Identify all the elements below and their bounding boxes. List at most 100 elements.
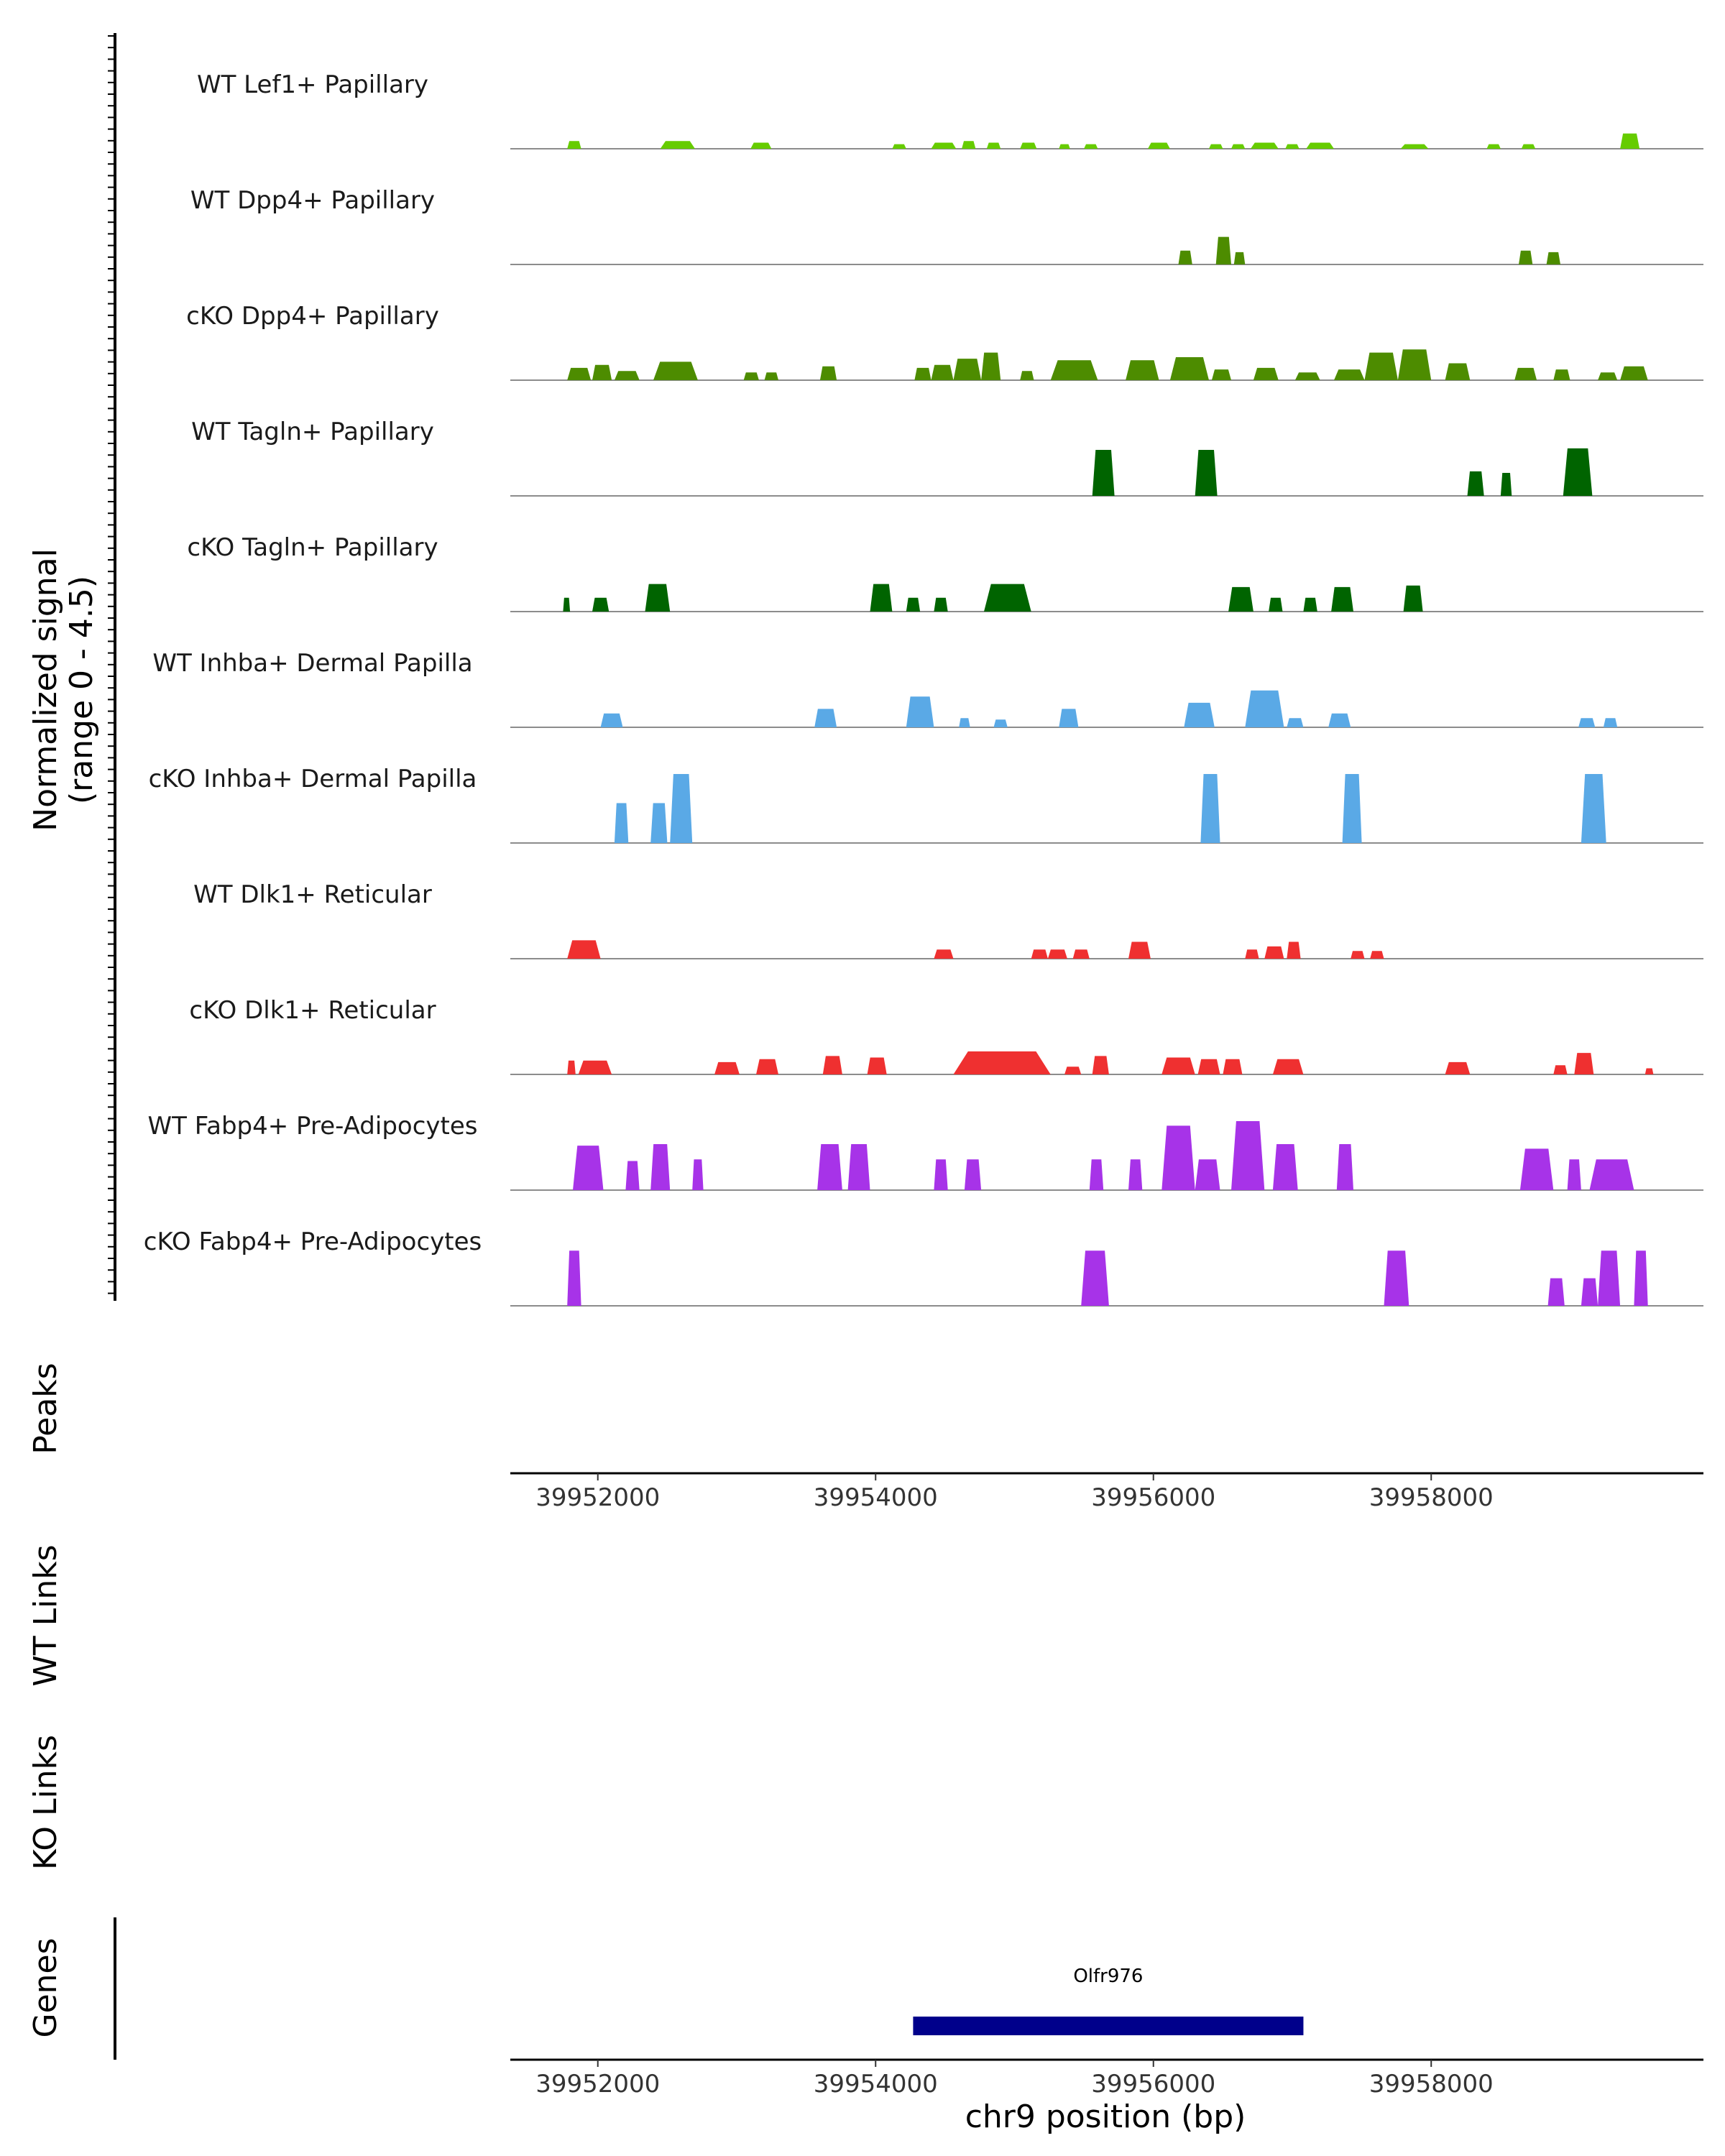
coverage-peak <box>650 1144 671 1190</box>
coverage-peak <box>670 774 693 843</box>
coverage-peak <box>1567 1159 1581 1190</box>
coverage-peak <box>750 142 772 149</box>
track-label-cko-tagln-papillary: cKO Tagln+ Papillary <box>187 533 438 562</box>
gene-label-olfr976: Olfr976 <box>1073 1966 1143 1987</box>
coverage-peak <box>906 696 934 727</box>
track-label-cko-fabp4-pre-adipocytes: cKO Fabp4+ Pre-Adipocytes <box>144 1227 482 1256</box>
coverage-peak <box>1272 1059 1304 1074</box>
coverage-peak <box>1285 144 1300 149</box>
track-label-cko-inhba-dermal-papilla: cKO Inhba+ Dermal Papilla <box>149 765 477 793</box>
coverage-peak <box>870 584 893 612</box>
x-axis-title: chr9 position (bp) <box>965 2099 1246 2135</box>
coverage-peak <box>1059 144 1070 149</box>
coverage-peak <box>692 1159 704 1190</box>
coverage-peak <box>1370 951 1384 959</box>
coverage-peak <box>1578 718 1596 727</box>
coverage-peak <box>986 142 1001 149</box>
coverage-peak <box>1331 586 1353 612</box>
coverage-tracks: WT Lef1+ Papillary WT Dpp4+ Papillary cKO … <box>144 70 1703 1307</box>
coverage-peak <box>573 1146 604 1190</box>
coverage-peak <box>1020 142 1037 149</box>
coverage-peak <box>1209 144 1223 149</box>
track-cko-dpp4-papillary: cKO Dpp4+ Papillary <box>186 302 1703 381</box>
coverage-peak <box>1547 1278 1565 1306</box>
coverage-peak <box>1031 949 1048 959</box>
coverage-peak <box>1148 142 1170 149</box>
coverage-peak <box>1169 357 1209 380</box>
track-label-wt-dpp4-papillary: WT Dpp4+ Papillary <box>190 186 435 215</box>
coverage-peak <box>1195 450 1218 496</box>
coverage-peak <box>959 718 970 727</box>
coverage-peak <box>1272 1144 1298 1190</box>
x-axis-bottom-tick-label: 39954000 <box>814 2070 938 2099</box>
coverage-peak <box>1553 369 1570 380</box>
coverage-peak <box>1467 471 1484 496</box>
track-wt-tagln-papillary: WT Tagln+ Papillary <box>191 418 1703 497</box>
coverage-peak <box>1294 372 1320 380</box>
x-axis-top: 39952000 39954000 39956000 39958000 <box>510 1472 1703 1512</box>
coverage-peak <box>1231 1121 1265 1190</box>
coverage-peak <box>962 141 976 149</box>
coverage-peak <box>1081 1250 1109 1306</box>
coverage-peak <box>1581 774 1606 843</box>
coverage-peak <box>1251 142 1279 149</box>
coverage-peak <box>714 1061 740 1074</box>
coverage-peak <box>650 803 668 843</box>
coverage-peak <box>847 1144 870 1190</box>
coverage-peak <box>934 597 948 612</box>
coverage-peak <box>1546 252 1560 264</box>
x-axis-bottom-tick-label: 39956000 <box>1091 2070 1215 2099</box>
coverage-peak <box>934 949 954 959</box>
coverage-peak <box>1334 369 1365 380</box>
coverage-peak <box>1486 144 1501 149</box>
coverage-peak <box>1589 1159 1634 1190</box>
coverage-peak <box>764 372 778 380</box>
coverage-peak <box>756 1059 778 1074</box>
peaks-panel-title: Peaks <box>27 1363 64 1454</box>
coverage-peak <box>914 367 932 380</box>
coverage-peak <box>1397 349 1432 380</box>
coverage-peak <box>660 141 695 149</box>
coverage-peak <box>1245 690 1284 727</box>
wt-links-panel-title: WT Links <box>27 1544 64 1686</box>
coverage-peak <box>1233 252 1246 264</box>
coverage-peak <box>1092 450 1115 496</box>
track-label-cko-dpp4-papillary: cKO Dpp4+ Papillary <box>186 302 439 331</box>
coverage-peak <box>1253 367 1279 380</box>
x-axis-top-tick-label: 39956000 <box>1091 1483 1215 1512</box>
coverage-peak <box>567 940 601 959</box>
coverage-peak <box>1245 949 1259 959</box>
coverage-peak <box>578 1060 612 1074</box>
coverage-peak <box>964 1159 982 1190</box>
x-axis-bottom: 39952000 39954000 39956000 39958000 <box>510 2058 1703 2099</box>
coverage-peak <box>743 372 759 380</box>
coverage-peak <box>1514 367 1537 380</box>
coverage-peak <box>1400 144 1429 149</box>
coverage-peak <box>1634 1250 1648 1306</box>
track-cko-inhba-dermal-papilla: cKO Inhba+ Dermal Papilla <box>149 765 1703 844</box>
coverage-peak <box>892 144 906 149</box>
coverage-peak <box>1047 949 1067 959</box>
coverage-peak <box>563 597 571 612</box>
gene-track: Olfr976 <box>913 1966 1304 2035</box>
track-wt-inhba-dermal-papilla: WT Inhba+ Dermal Papilla <box>152 649 1703 728</box>
coverage-peak <box>1200 774 1220 843</box>
y-axis-title-line1: Normalized signal <box>27 548 64 831</box>
coverage-peak <box>1195 1159 1220 1190</box>
coverage-peak <box>1162 1125 1195 1190</box>
track-cko-tagln-papillary: cKO Tagln+ Papillary <box>187 533 1703 612</box>
track-wt-dlk1-reticular: WT Dlk1+ Reticular <box>193 880 1703 959</box>
coverage-peak <box>1264 946 1284 959</box>
coverage-peak <box>953 1051 1051 1074</box>
y-axis-ticks <box>108 35 115 1294</box>
coverage-peak <box>1521 144 1536 149</box>
track-cko-dlk1-reticular: cKO Dlk1+ Reticular <box>189 996 1703 1075</box>
coverage-peak <box>1162 1057 1195 1074</box>
coverage-peak <box>653 361 698 380</box>
coverage-peak <box>1644 1068 1654 1074</box>
coverage-peak <box>1184 702 1215 727</box>
coverage-peak <box>1574 1053 1594 1074</box>
coverage-peak <box>592 364 612 380</box>
coverage-peak <box>981 352 1001 380</box>
